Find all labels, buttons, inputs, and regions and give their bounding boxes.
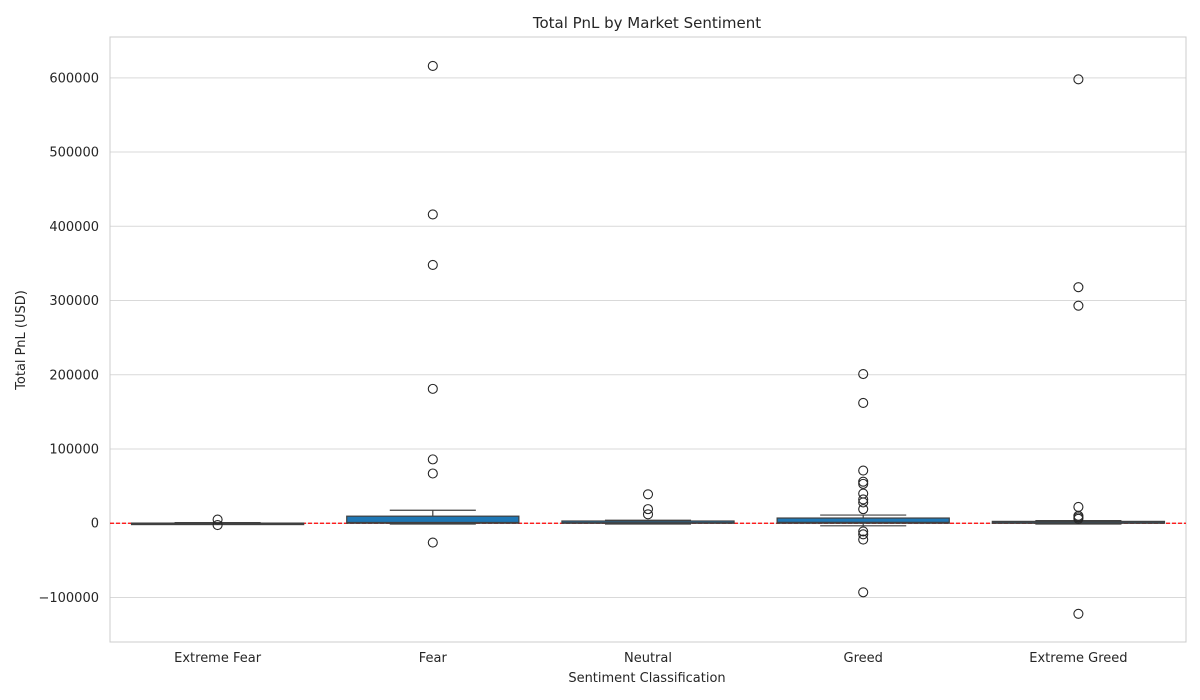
outlier-point (427, 209, 438, 220)
box-group (561, 489, 735, 525)
y-tick-label: 100000 (49, 442, 99, 457)
outlier-point (1073, 282, 1084, 293)
plot-frame (109, 36, 1187, 643)
outlier-point (1073, 513, 1084, 524)
y-tick-label: 200000 (49, 368, 99, 383)
outlier-point (642, 509, 654, 520)
box-group (991, 74, 1166, 619)
box-group (346, 60, 520, 548)
outlier-point (858, 368, 869, 380)
outlier-point (858, 478, 869, 489)
x-tick-label: Extreme Greed (1029, 651, 1127, 666)
outlier-point (427, 537, 438, 548)
outlier-point (427, 454, 438, 465)
y-axis-label: Total PnL (USD) (14, 290, 29, 391)
box-group (776, 368, 950, 598)
outlier-point (642, 504, 654, 515)
y-tick-label: −100000 (38, 591, 99, 606)
x-axis-ticks: Extreme Fear Fear Neutral Greed Extreme Gree… (174, 651, 1127, 666)
y-tick-label: 500000 (49, 146, 99, 161)
outlier-point (427, 468, 438, 479)
outlier-point (212, 520, 223, 531)
x-tick-label: Greed (844, 651, 883, 666)
outlier-point (427, 259, 438, 270)
outlier-point (858, 465, 869, 476)
boxes (130, 60, 1166, 619)
y-axis-ticks: −100000 0 100000 200000 300000 400000 500000 60… (38, 71, 99, 606)
x-tick-label: Fear (419, 651, 448, 666)
x-tick-label: Neutral (624, 651, 672, 666)
outlier-point (858, 504, 869, 515)
outlier-point (858, 526, 869, 537)
y-tick-label: 400000 (49, 220, 99, 235)
x-axis-label: Sentiment Classification (568, 671, 725, 686)
y-tick-label: 0 (91, 517, 99, 532)
outlier-point (1073, 74, 1084, 85)
chart-title: Total PnL by Market Sentiment (532, 14, 761, 32)
outlier-point (858, 587, 869, 598)
x-tick-label: Extreme Fear (174, 651, 262, 666)
outlier-point (212, 514, 223, 525)
y-tick-label: 300000 (49, 294, 99, 309)
outlier-point (858, 529, 869, 540)
outlier-point (1073, 300, 1084, 311)
outlier-point (427, 60, 438, 72)
outlier-point (642, 489, 654, 500)
outlier-point (1073, 608, 1084, 619)
y-tick-label: 600000 (49, 71, 99, 86)
outlier-point (858, 534, 869, 545)
outlier-point (858, 397, 869, 409)
outlier-point (427, 383, 438, 394)
box-group (130, 514, 305, 531)
outlier-point (858, 497, 869, 508)
outlier-point (858, 494, 869, 505)
